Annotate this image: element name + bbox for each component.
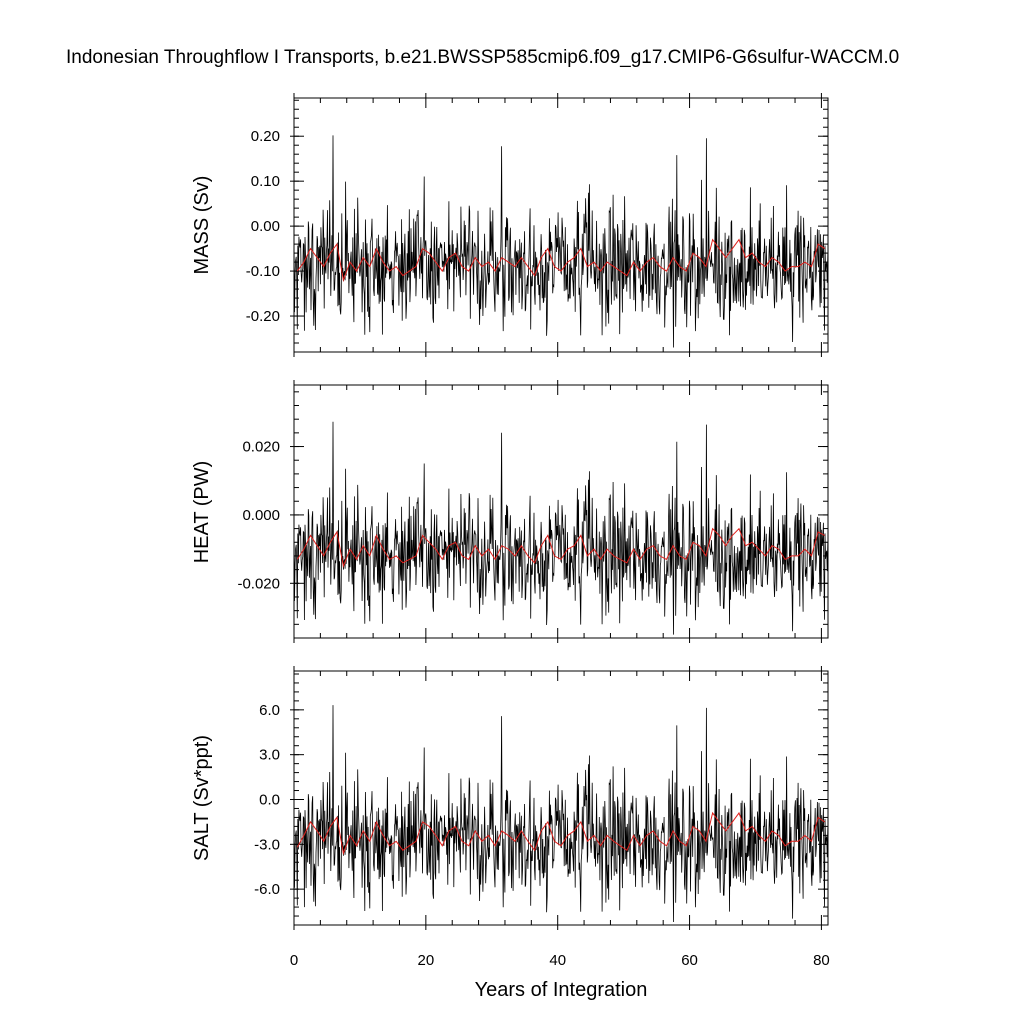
y-tick-label: -0.10 [246,263,280,280]
y-tick-label: 0.10 [251,173,280,190]
y-tick-label: -0.020 [237,575,280,592]
y-axis-label: HEAT (PW) [191,461,213,564]
x-tick-label: 0 [290,952,298,969]
annual-mean-line [296,527,825,569]
monthly-series-line [294,421,828,635]
y-axis-label: MASS (Sv) [191,176,213,275]
x-tick-label: 60 [681,952,698,969]
x-tick-label: 80 [813,952,830,969]
y-tick-label: -6.0 [254,881,280,898]
annual-mean-line [296,811,825,856]
plot-frame [293,384,829,639]
plot-frame [293,97,829,353]
y-tick-label: -0.20 [246,308,280,325]
y-tick-label: 3.0 [259,747,280,764]
y-tick-label: 0.00 [251,218,280,235]
x-tick-label: 20 [418,952,435,969]
annual-mean-line [296,238,825,283]
x-axis-label: Years of Integration [475,979,648,1001]
y-tick-label: 6.0 [259,702,280,719]
monthly-series-line [294,135,828,348]
y-tick-label: 0.20 [251,128,280,145]
y-tick-label: 0.0 [259,791,280,808]
y-tick-label: -3.0 [254,836,280,853]
y-tick-label: 0.000 [242,507,280,524]
x-tick-label: 40 [549,952,566,969]
y-tick-label: 0.020 [242,439,280,456]
monthly-series-line [294,705,828,923]
plot-frame [293,670,829,926]
chart-title: Indonesian Throughflow I Transports, b.e… [66,47,900,68]
y-axis-label: SALT (Sv*ppt) [191,735,213,861]
